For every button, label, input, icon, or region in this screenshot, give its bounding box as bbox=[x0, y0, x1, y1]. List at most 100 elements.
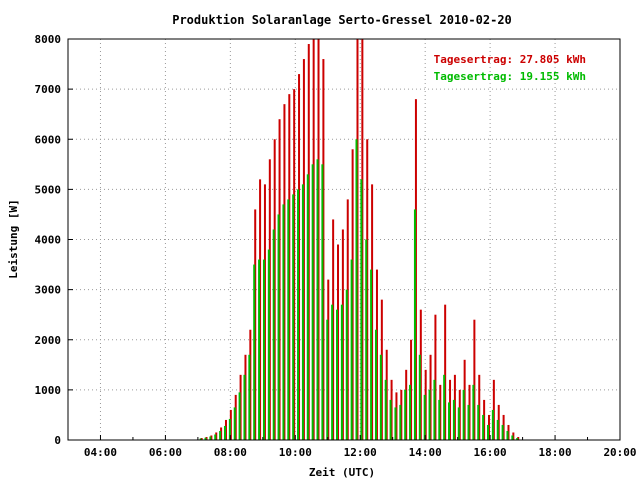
x-tick-label: 04:00 bbox=[84, 446, 117, 459]
series-2-bar bbox=[511, 435, 514, 440]
series-2-bar bbox=[214, 434, 217, 440]
series-2-bar bbox=[443, 374, 446, 440]
x-tick-label: 12:00 bbox=[344, 446, 377, 459]
series-2-bar bbox=[326, 319, 329, 440]
series-2-bar bbox=[418, 354, 421, 440]
legend-entry-2: Tagesertrag: 19.155 kWh bbox=[434, 70, 586, 83]
y-tick-label: 2000 bbox=[35, 334, 62, 347]
series-2-bar bbox=[306, 174, 309, 440]
series-2-bar bbox=[287, 199, 290, 440]
x-axis: 04:00 06:00 08:00 10:00 12:00 14:00 16:00 18:00… bbox=[67, 435, 637, 459]
series-2-bar bbox=[448, 402, 451, 440]
series-1-bar bbox=[492, 379, 495, 440]
series-2-bar bbox=[340, 304, 343, 440]
series-2-bar bbox=[379, 354, 382, 440]
series-2-bar bbox=[243, 374, 246, 440]
series-2-bar bbox=[423, 394, 426, 440]
series-2-bar bbox=[496, 419, 499, 440]
series-2-bar bbox=[311, 164, 314, 440]
y-tick-label: 6000 bbox=[35, 133, 62, 146]
series-2-bar bbox=[316, 159, 319, 441]
series-1-bar bbox=[473, 319, 476, 440]
series-2-bar bbox=[331, 304, 334, 440]
series-2-bar bbox=[233, 407, 236, 440]
series-2-bar bbox=[501, 424, 504, 440]
series-2-bar bbox=[413, 209, 416, 440]
series-2-bar bbox=[321, 164, 324, 440]
series-2-bar bbox=[452, 399, 455, 440]
series-2-bar bbox=[267, 249, 270, 440]
bars bbox=[199, 39, 520, 441]
series-2-bar bbox=[365, 239, 368, 440]
y-tick-label: 3000 bbox=[35, 284, 62, 297]
y-axis: 0 1000 2000 3000 4000 5000 6000 7000 8000 bbox=[35, 33, 73, 447]
series-2-bar bbox=[370, 269, 373, 440]
series-2-bar bbox=[506, 430, 509, 440]
series-2-bar bbox=[491, 409, 494, 440]
series-2-bar bbox=[433, 379, 436, 440]
y-tick-label: 7000 bbox=[35, 83, 62, 96]
series-2-bar bbox=[262, 259, 265, 440]
series-2-bar bbox=[467, 404, 470, 440]
series-2-bar bbox=[292, 194, 295, 440]
series-2-bar bbox=[258, 259, 261, 440]
series-2-bar bbox=[199, 438, 202, 440]
series-2-bar bbox=[209, 436, 212, 440]
series-2-bar bbox=[360, 179, 363, 440]
series-2-bar bbox=[282, 204, 285, 440]
x-tick-label: 16:00 bbox=[474, 446, 507, 459]
series-2-bar bbox=[394, 407, 397, 440]
y-tick-label: 5000 bbox=[35, 183, 62, 196]
series-2-bar bbox=[462, 389, 465, 441]
series-2-bar bbox=[350, 259, 353, 440]
series-2-bar bbox=[472, 384, 475, 440]
series-2-bar bbox=[345, 289, 348, 441]
series-2-bar bbox=[399, 404, 402, 440]
legend-entry-1: Tagesertrag: 27.805 kWh bbox=[434, 53, 586, 66]
series-2-bar bbox=[516, 438, 519, 440]
series-2-bar bbox=[238, 392, 241, 440]
series-2-bar bbox=[355, 139, 358, 440]
series-1-bar bbox=[444, 304, 447, 440]
series-2-bar bbox=[336, 309, 339, 440]
series-2-bar bbox=[219, 430, 222, 440]
series-2-bar bbox=[482, 414, 485, 440]
series-1-bar bbox=[254, 209, 257, 440]
y-axis-label: Leistung [W] bbox=[7, 199, 20, 278]
series-2-bar bbox=[253, 264, 256, 440]
series-2-bar bbox=[301, 184, 304, 440]
series-2-bar bbox=[389, 399, 392, 440]
legend: Tagesertrag: 27.805 kWh Tagesertrag: 19.1… bbox=[434, 53, 586, 83]
y-tick-label: 8000 bbox=[35, 33, 62, 46]
y-tick-label: 4000 bbox=[35, 234, 62, 247]
x-tick-label: 20:00 bbox=[603, 446, 636, 459]
series-2-bar bbox=[374, 329, 377, 440]
series-2-bar bbox=[277, 214, 280, 440]
series-2-bar bbox=[409, 384, 412, 440]
series-1-bar bbox=[434, 314, 437, 440]
y-tick-label: 0 bbox=[54, 434, 61, 447]
series-2-bar bbox=[272, 229, 275, 440]
x-tick-label: 18:00 bbox=[538, 446, 571, 459]
grid bbox=[68, 39, 620, 440]
series-2-bar bbox=[438, 399, 441, 440]
series-2-bar bbox=[428, 389, 431, 441]
series-2-bar bbox=[457, 407, 460, 440]
chart-title: Produktion Solaranlage Serto-Gressel 201… bbox=[172, 13, 512, 27]
x-tick-label: 14:00 bbox=[409, 446, 442, 459]
series-2-bar bbox=[228, 418, 231, 440]
series-2-bar bbox=[404, 389, 407, 441]
series-2-bar bbox=[486, 424, 489, 440]
series-2-bar bbox=[297, 189, 300, 441]
series-2-bar bbox=[477, 404, 480, 440]
series-2-bar bbox=[248, 354, 251, 440]
x-tick-label: 06:00 bbox=[149, 446, 182, 459]
x-tick-label: 08:00 bbox=[214, 446, 247, 459]
x-tick-label: 10:00 bbox=[279, 446, 312, 459]
x-axis-label: Zeit (UTC) bbox=[309, 466, 375, 479]
y-tick-label: 1000 bbox=[35, 384, 62, 397]
series-2-bar bbox=[223, 425, 226, 440]
series-2-bar bbox=[204, 437, 207, 440]
series-2-bar bbox=[384, 379, 387, 440]
